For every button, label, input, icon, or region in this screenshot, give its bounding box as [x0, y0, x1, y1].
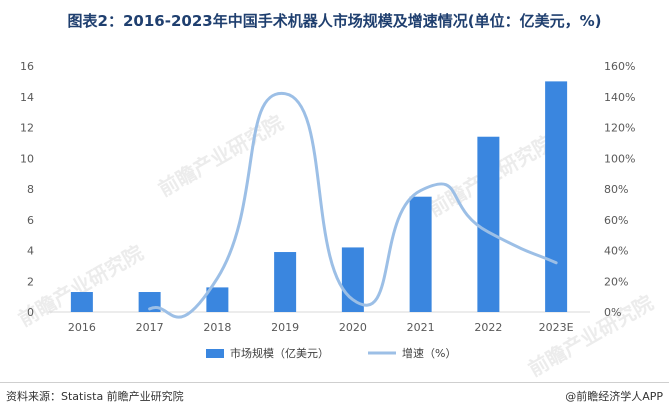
y-left-tick-label: 6: [27, 214, 34, 227]
y-right-tick-label: 20%: [604, 275, 628, 288]
x-tick-label: 2017: [136, 321, 164, 334]
x-tick-label: 2020: [339, 321, 367, 334]
y-right-tick-label: 60%: [604, 214, 628, 227]
y-left-tick-label: 10: [20, 152, 34, 165]
y-left-tick-label: 0: [27, 306, 34, 319]
x-tick-label: 2023E: [539, 321, 574, 334]
bar: [70, 292, 93, 312]
y-right-tick-label: 140%: [604, 91, 635, 104]
x-tick-label: 2018: [203, 321, 231, 334]
x-tick-label: 2016: [68, 321, 96, 334]
bar: [545, 81, 568, 312]
brand-label: @前瞻经济学人APP: [565, 390, 663, 403]
bar: [206, 287, 229, 312]
bar: [477, 136, 500, 312]
bar: [409, 196, 432, 312]
chart-title: 图表2：2016-2023年中国手术机器人市场规模及增速情况(单位：亿美元，%): [67, 12, 602, 30]
y-left-tick-label: 8: [27, 183, 34, 196]
x-tick-label: 2022: [474, 321, 502, 334]
legend-line-label: 增速（%）: [402, 346, 456, 360]
source-note: 资料来源：Statista 前瞻产业研究院: [6, 390, 184, 403]
y-left-tick-label: 14: [20, 91, 34, 104]
y-right-tick-label: 160%: [604, 60, 635, 73]
footer-divider: [0, 382, 669, 383]
bar: [274, 252, 297, 312]
y-right-tick-label: 120%: [604, 122, 635, 135]
growth-line: [148, 92, 558, 319]
y-left-tick-label: 4: [27, 245, 34, 258]
bar: [341, 247, 364, 312]
x-tick-label: 2021: [407, 321, 435, 334]
y-right-tick-label: 0%: [604, 306, 621, 319]
y-left-tick-label: 2: [27, 275, 34, 288]
legend-bar-swatch: [206, 349, 224, 358]
y-right-tick-label: 100%: [604, 152, 635, 165]
legend-bar-label: 市场规模（亿美元）: [230, 346, 329, 360]
x-tick-label: 2019: [271, 321, 299, 334]
y-right-tick-label: 40%: [604, 245, 628, 258]
y-left-tick-label: 16: [20, 60, 34, 73]
y-right-tick-label: 80%: [604, 183, 628, 196]
y-left-tick-label: 12: [20, 122, 34, 135]
